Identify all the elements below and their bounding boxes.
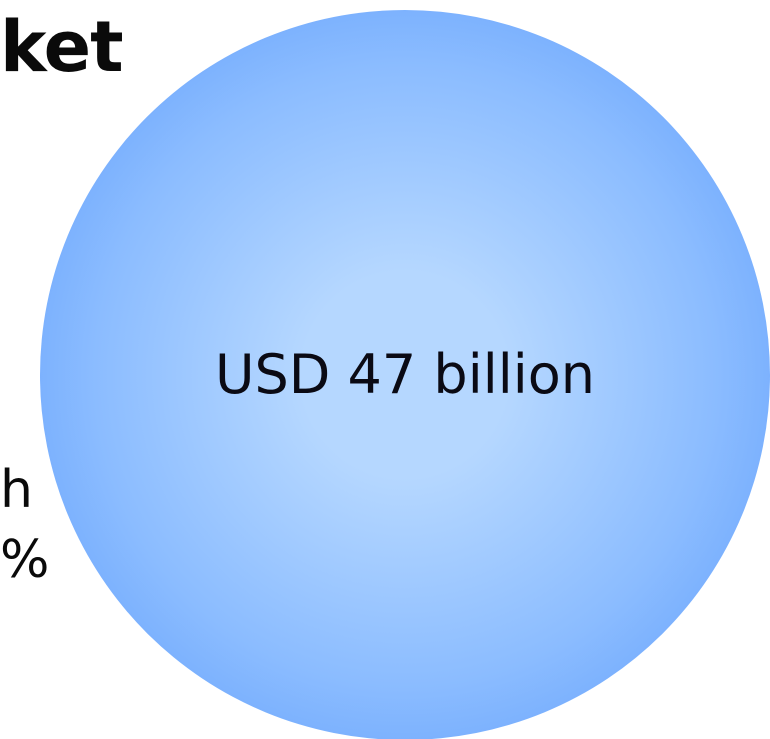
body-text-fragment-line-1: h [0, 460, 33, 520]
market-size-label: USD 47 billion [215, 343, 595, 406]
body-text-fragment-line-2: % [0, 530, 50, 590]
market-size-bubble [40, 10, 770, 739]
slide-title-fragment: ket [0, 6, 124, 88]
